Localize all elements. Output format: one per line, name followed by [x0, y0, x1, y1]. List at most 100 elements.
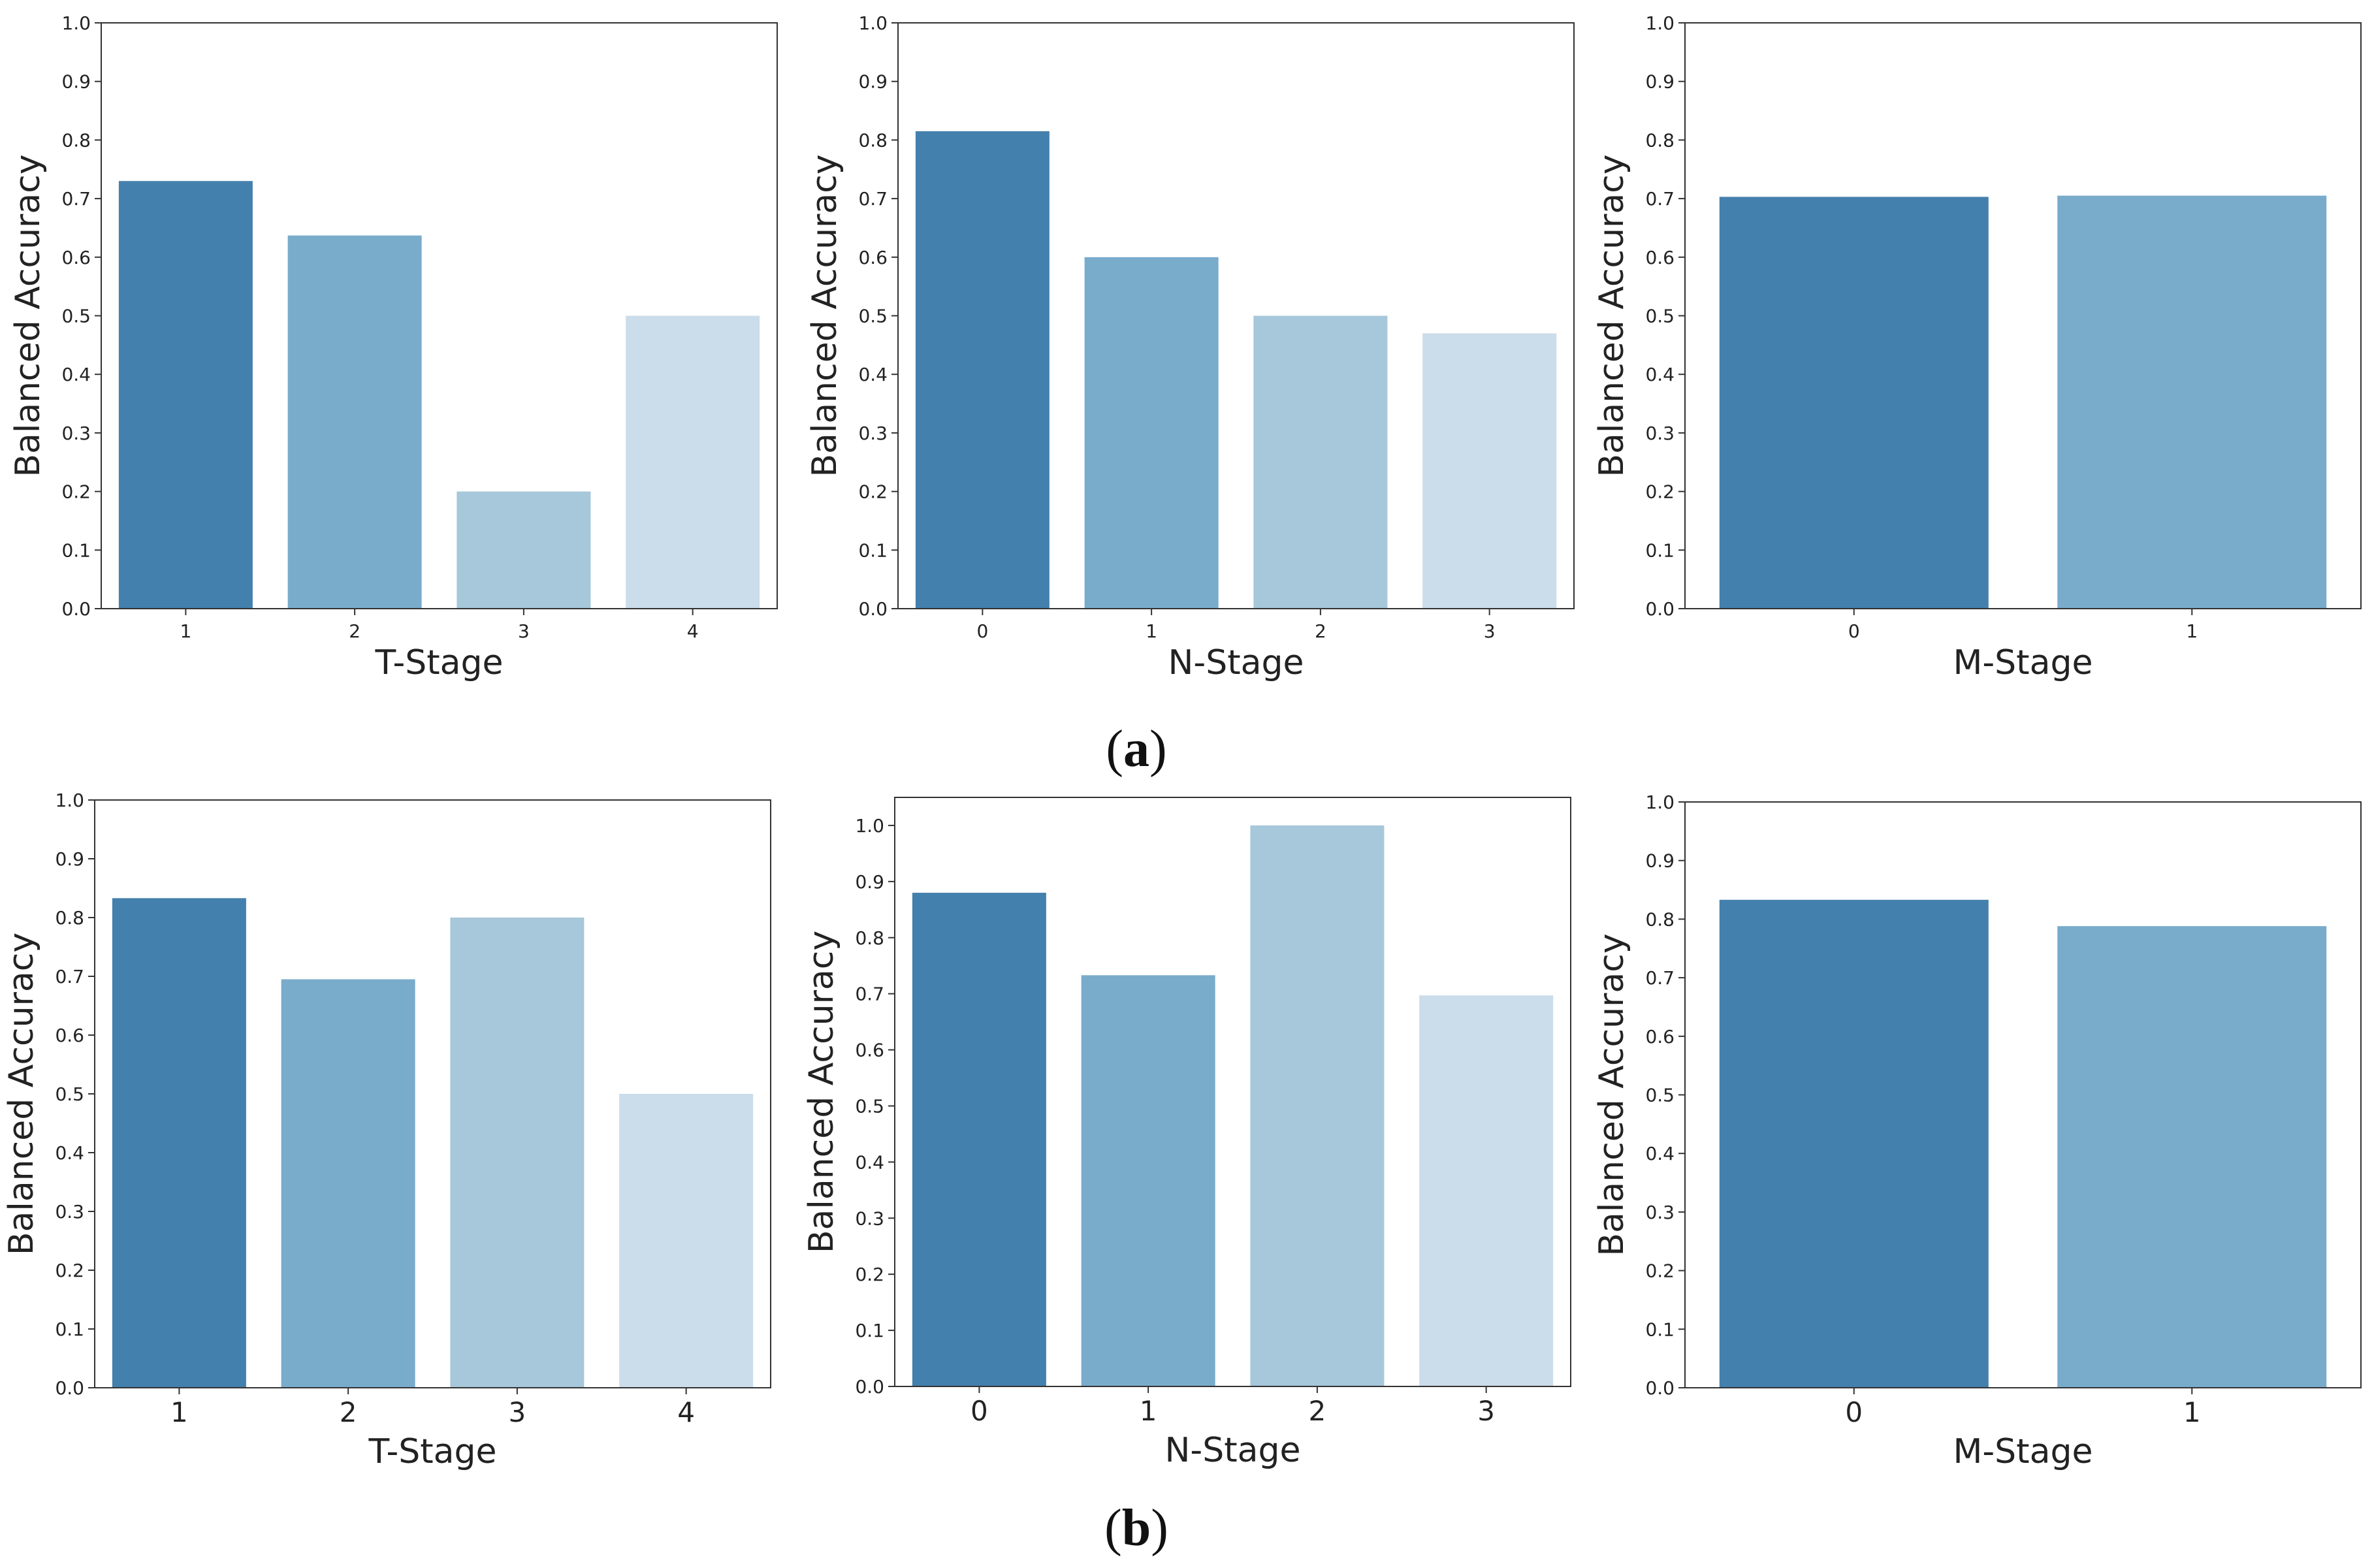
- y-tick-label: 0.3: [1645, 1202, 1675, 1223]
- x-axis-label: M-Stage: [1953, 1432, 2093, 1471]
- x-axis-label: T-Stage: [374, 643, 503, 682]
- bar-b-n-0: [912, 893, 1046, 1386]
- chart-a-t: 0.0 0.1 0.2 0.3 0.4 0.5 0.6 0.7 0.8 0.9 1.0 1 2 3 4 T-S…: [8, 12, 778, 682]
- x-axis-label: T-Stage: [368, 1432, 496, 1471]
- x-tick-label: 1: [2183, 1396, 2201, 1428]
- x-axis-label: M-Stage: [1953, 643, 2093, 682]
- bar-a-t-3: [457, 491, 591, 609]
- y-axis-label: Balanced Accuracy: [1592, 154, 1631, 477]
- bar-b-n-1: [1081, 975, 1215, 1386]
- y-tick-label: 0.3: [855, 1208, 884, 1229]
- y-tick-label: 0.0: [1645, 1377, 1675, 1399]
- x-tick-label: 1: [170, 1396, 188, 1428]
- y-tick-label: 0.2: [1645, 1260, 1675, 1282]
- y-tick-label: 0.4: [1645, 1143, 1675, 1164]
- x-tick-label: 4: [687, 620, 699, 642]
- chart-b-n: 0.0 0.1 0.2 0.3 0.4 0.5 0.6 0.7 0.8 0.9 1.0 0 1 2 3 N-S…: [802, 797, 1571, 1470]
- y-tick-label: 0.4: [55, 1142, 84, 1164]
- y-tick-label: 0.1: [855, 1320, 884, 1341]
- y-axis-label: Balanced Accuracy: [802, 931, 841, 1253]
- x-tick-label: 2: [349, 620, 361, 642]
- y-axis-label: Balanced Accuracy: [8, 154, 48, 477]
- y-tick-label: 0.0: [61, 598, 91, 620]
- bar-b-n-3: [1419, 995, 1554, 1386]
- y-tick-label: 0.4: [61, 364, 91, 385]
- x-axis-label: N-Stage: [1165, 1431, 1301, 1470]
- bar-b-t-2: [281, 979, 415, 1388]
- y-tick-label: 0.6: [1645, 247, 1675, 268]
- x-tick-label: 1: [1140, 1395, 1157, 1427]
- bar-b-t-1: [112, 898, 246, 1388]
- y-tick-label: 0.7: [1645, 967, 1675, 989]
- y-axis-label: Balanced Accuracy: [1592, 933, 1631, 1256]
- plot-frame-b-n: [894, 797, 1571, 1387]
- bar-a-n-0: [915, 131, 1050, 609]
- caption-a: (a): [1106, 720, 1166, 778]
- y-tick-label: 0.5: [858, 306, 888, 327]
- x-axis-label: N-Stage: [1168, 643, 1304, 682]
- chart-a-m: 0.0 0.1 0.2 0.3 0.4 0.5 0.6 0.7 0.8 0.9 1.0 0 1 M-Sta…: [1592, 12, 2362, 682]
- y-tick-label: 0.5: [1645, 1085, 1675, 1106]
- y-tick-label: 0.5: [61, 306, 91, 327]
- y-tick-label: 0.6: [61, 247, 91, 268]
- x-tick-label: 1: [2186, 620, 2198, 642]
- bar-a-n-2: [1253, 315, 1388, 609]
- bar-a-t-4: [626, 315, 760, 609]
- x-tick-label: 3: [1484, 620, 1496, 642]
- y-tick-label: 0.6: [55, 1025, 84, 1046]
- y-tick-label: 0.5: [855, 1095, 884, 1117]
- y-tick-label: 0.9: [858, 71, 888, 93]
- y-tick-label: 0.6: [855, 1040, 884, 1061]
- y-tick-label: 0.8: [855, 927, 884, 949]
- y-tick-label: 0.3: [1645, 423, 1675, 444]
- y-tick-label: 0.1: [858, 539, 888, 561]
- y-tick-label: 0.2: [855, 1264, 884, 1285]
- y-tick-label: 0.8: [858, 129, 888, 151]
- bar-a-m-0: [1719, 197, 1989, 609]
- x-tick-label: 0: [970, 1395, 988, 1427]
- x-tick-label: 4: [677, 1396, 695, 1428]
- bar-a-m-1: [2057, 195, 2327, 609]
- y-tick-label: 0.9: [1645, 850, 1675, 872]
- y-tick-label: 0.1: [55, 1319, 84, 1340]
- y-tick-label: 0.7: [855, 984, 884, 1005]
- y-tick-label: 0.3: [55, 1201, 84, 1223]
- y-axis-label: Balanced Accuracy: [2, 933, 41, 1255]
- y-tick-label: 0.6: [858, 247, 888, 268]
- y-tick-label: 0.3: [858, 423, 888, 444]
- y-tick-label: 0.0: [855, 1376, 884, 1398]
- bar-a-t-2: [287, 235, 422, 609]
- y-tick-label: 0.4: [855, 1151, 884, 1173]
- y-tick-label: 0.9: [1645, 71, 1675, 93]
- bar-a-n-3: [1422, 333, 1557, 609]
- chart-b-t: 0.0 0.1 0.2 0.3 0.4 0.5 0.6 0.7 0.8 0.9 1.0 1 2 3 4 T-S…: [2, 790, 771, 1471]
- x-tick-label: 1: [1146, 620, 1157, 642]
- y-tick-label: 0.7: [858, 188, 888, 210]
- y-tick-label: 1.0: [1645, 792, 1675, 813]
- y-tick-label: 0.8: [1645, 129, 1675, 151]
- y-tick-label: 0.9: [61, 71, 91, 93]
- y-tick-label: 0.0: [55, 1377, 84, 1399]
- y-tick-label: 0.7: [61, 188, 91, 210]
- y-axis-label: Balanced Accuracy: [805, 154, 844, 477]
- y-tick-label: 1.0: [858, 12, 888, 34]
- x-tick-label: 2: [1315, 620, 1326, 642]
- y-tick-label: 0.7: [55, 966, 84, 987]
- y-tick-label: 0.8: [55, 907, 84, 929]
- y-tick-label: 0.0: [1645, 598, 1675, 620]
- y-tick-label: 0.6: [1645, 1026, 1675, 1048]
- y-tick-label: 0.8: [61, 129, 91, 151]
- y-tick-label: 0.9: [55, 848, 84, 870]
- y-tick-label: 0.4: [858, 364, 888, 385]
- x-tick-label: 0: [976, 620, 988, 642]
- bar-b-t-4: [619, 1094, 754, 1388]
- y-tick-label: 0.1: [1645, 539, 1675, 561]
- y-tick-label: 0.4: [1645, 364, 1675, 385]
- y-tick-label: 0.1: [1645, 1319, 1675, 1340]
- bar-b-t-3: [450, 918, 585, 1388]
- x-tick-label: 2: [340, 1396, 357, 1428]
- charts-layer: 0.0 0.1 0.2 0.3 0.4 0.5 0.6 0.7 0.8 0.9 1.0 1 2 3 4 T-S…: [2, 12, 2362, 1471]
- y-tick-label: 0.2: [61, 481, 91, 503]
- y-tick-label: 0.8: [1645, 908, 1675, 930]
- chart-a-n: 0.0 0.1 0.2 0.3 0.4 0.5 0.6 0.7 0.8 0.9 1.0 0 1 2 3 N-S…: [805, 12, 1575, 682]
